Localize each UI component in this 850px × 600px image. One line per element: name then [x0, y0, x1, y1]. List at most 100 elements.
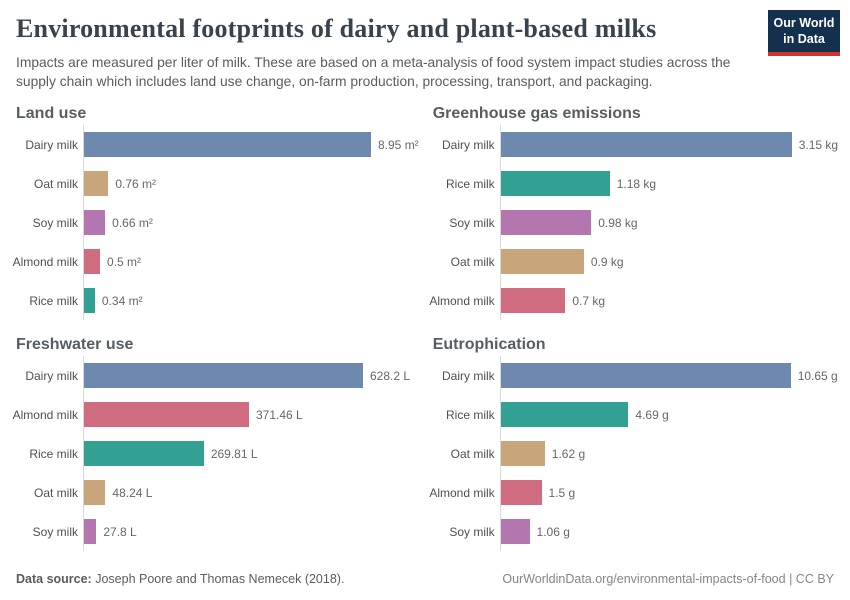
bar-category-label: Soy milk — [449, 524, 495, 539]
bar — [84, 171, 109, 197]
bar-value-label: 0.7 kg — [572, 293, 606, 308]
bar-row: 10.65 g — [500, 363, 838, 389]
bar-category-label: Rice milk — [446, 176, 495, 191]
bar-value-label: 48.24 L — [112, 485, 153, 500]
bar-category-label: Oat milk — [33, 176, 78, 191]
bar-value-label: 8.95 m² — [378, 137, 419, 152]
bar-category-label: Soy milk — [32, 215, 78, 230]
chart-panel-freshwater-use: Freshwater use Dairy milk Almond milk Rice… — [12, 335, 419, 552]
owid-url: OurWorldinData.org/environmental-impacts… — [502, 572, 786, 586]
bar — [500, 132, 792, 158]
bar-category-label: Rice milk — [29, 293, 78, 308]
chart-title: Eutrophication — [432, 336, 546, 354]
bar-value-label: 0.98 kg — [598, 215, 638, 230]
bar — [84, 402, 249, 428]
data-source-text: Joseph Poore and Thomas Nemecek (2018). — [91, 572, 345, 586]
bar-value-label: 3.15 kg — [798, 137, 839, 152]
bar-row: 0.34 m² — [84, 288, 419, 314]
category-labels: Dairy milk Oat milk Soy milk Almond milk Ric… — [12, 125, 83, 320]
bar-row: 1.18 kg — [500, 171, 838, 197]
footer-attribution: OurWorldinData.org/environmental-impacts… — [502, 572, 834, 586]
bar-value-label: 0.76 m² — [115, 176, 157, 191]
bar-value-label: 0.34 m² — [101, 293, 143, 308]
chart-body: Dairy milk Almond milk Rice milk Oat milk So… — [12, 356, 419, 552]
bar-category-label: Almond milk — [12, 407, 78, 422]
bar-value-label: 1.18 kg — [616, 176, 657, 191]
bar — [500, 210, 592, 236]
bar-category-label: Almond milk — [12, 254, 78, 269]
bar — [84, 480, 106, 506]
chart-footer: Data source: Joseph Poore and Thomas Nem… — [16, 572, 834, 586]
bar-row: 3.15 kg — [500, 132, 839, 158]
bar-row: 0.7 kg — [500, 288, 838, 314]
bar-row: 1.62 g — [500, 441, 838, 467]
chart-subtitle: Impacts are measured per liter of milk. … — [16, 54, 731, 90]
bar-value-label: 10.65 g — [797, 368, 838, 383]
chart-body: Dairy milk Rice milk Oat milk Almond milk So… — [429, 356, 838, 552]
bar — [500, 171, 610, 197]
bar — [500, 519, 530, 545]
bar-category-label: Soy milk — [32, 524, 78, 539]
bar-category-label: Soy milk — [449, 215, 495, 230]
bar-value-label: 1.62 g — [551, 446, 586, 461]
bar-row: 48.24 L — [84, 480, 419, 506]
bar-row: 4.69 g — [500, 402, 838, 428]
bar-category-label: Rice milk — [446, 407, 495, 422]
page-title: Environmental footprints of dairy and pl… — [16, 14, 657, 43]
bar-row: 0.9 kg — [500, 249, 838, 275]
bar — [500, 249, 584, 275]
bar — [84, 249, 101, 275]
bar-row: 269.81 L — [84, 441, 419, 467]
chart-title: Greenhouse gas emissions — [432, 105, 641, 123]
bar-category-label: Dairy milk — [25, 368, 78, 383]
data-source: Data source: Joseph Poore and Thomas Nem… — [16, 572, 344, 586]
category-labels: Dairy milk Rice milk Oat milk Almond milk So… — [429, 356, 500, 551]
bar-category-label: Oat milk — [33, 485, 78, 500]
bar-category-label: Dairy milk — [442, 368, 495, 383]
bars-area: 10.65 g 4.69 g 1.62 g 1.5 g 1.06 g — [499, 356, 838, 552]
bars-area: 628.2 L 371.46 L 269.81 L 48.24 L 27.8 L — [83, 356, 419, 552]
bar-value-label: 27.8 L — [103, 524, 137, 539]
bar-category-label: Oat milk — [450, 446, 495, 461]
bar — [84, 441, 204, 467]
bar-category-label: Dairy milk — [442, 137, 495, 152]
bars-area: 3.15 kg 1.18 kg 0.98 kg 0.9 kg 0.7 kg — [499, 125, 839, 321]
bar-category-label: Oat milk — [450, 254, 495, 269]
bar — [84, 210, 106, 236]
bar-value-label: 269.81 L — [210, 446, 258, 461]
category-labels: Dairy milk Almond milk Rice milk Oat milk So… — [12, 356, 83, 551]
bar-value-label: 628.2 L — [370, 368, 411, 383]
bar-value-label: 1.5 g — [548, 485, 576, 500]
data-source-label: Data source: — [16, 572, 92, 586]
chart-body: Dairy milk Oat milk Soy milk Almond milk Ric… — [12, 125, 419, 321]
chart-body: Dairy milk Rice milk Soy milk Oat milk Almon… — [429, 125, 839, 321]
bar — [500, 363, 791, 389]
bar — [500, 288, 566, 314]
bar-category-label: Rice milk — [29, 446, 78, 461]
bar-row: 371.46 L — [84, 402, 419, 428]
bar — [500, 402, 629, 428]
bar-category-label: Almond milk — [429, 293, 495, 308]
bar-value-label: 1.06 g — [536, 524, 570, 539]
footer-separator: | — [785, 572, 796, 586]
owid-logo-line1: Our World — [773, 16, 835, 30]
bar-value-label: 4.69 g — [635, 407, 669, 422]
license-badge: CC BY — [795, 572, 834, 586]
bar — [84, 363, 363, 389]
bar-row: 1.06 g — [500, 519, 838, 545]
bar-value-label: 0.5 m² — [107, 254, 142, 269]
bar — [84, 132, 371, 158]
bar-value-label: 0.9 kg — [590, 254, 624, 269]
bar — [84, 288, 95, 314]
bar-row: 0.5 m² — [84, 249, 419, 275]
chart-panel-greenhouse-gas-emissions: Greenhouse gas emissions Dairy milk Rice … — [429, 104, 839, 321]
bar-value-label: 0.66 m² — [112, 215, 153, 230]
bar-row: 8.95 m² — [84, 132, 419, 158]
bar-category-label: Dairy milk — [25, 137, 78, 152]
bar-row: 0.76 m² — [84, 171, 419, 197]
chart-title: Freshwater use — [16, 336, 134, 354]
owid-logo-line2: in Data — [783, 31, 825, 46]
bars-area: 8.95 m² 0.76 m² 0.66 m² 0.5 m² 0.34 m² — [83, 125, 419, 321]
bar-value-label: 371.46 L — [255, 407, 303, 422]
